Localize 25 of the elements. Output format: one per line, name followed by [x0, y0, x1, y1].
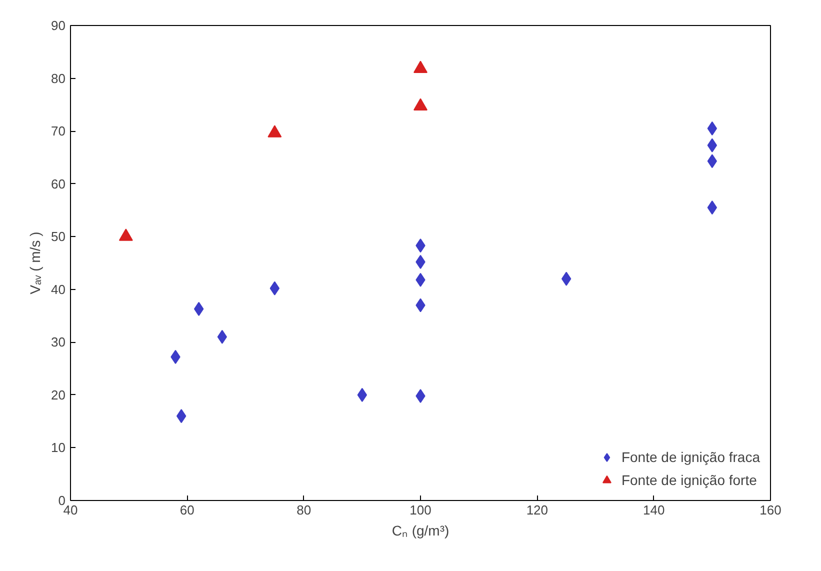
y-tick-label: 40 [51, 282, 66, 297]
y-tick-label: 20 [51, 387, 66, 402]
y-tick-label: 90 [51, 18, 66, 33]
point [414, 98, 428, 111]
y-tick-label: 60 [51, 176, 66, 192]
x-tick-label: 120 [526, 502, 548, 518]
x-tick-label: 60 [180, 502, 194, 518]
y-tick-label: 0 [58, 493, 66, 508]
legend-label: Fonte de ignição forte [621, 472, 757, 488]
x-tick-label: 140 [642, 502, 665, 518]
point [416, 389, 426, 403]
point [268, 125, 282, 138]
point [414, 60, 428, 74]
y-tick-label: 70 [51, 124, 66, 139]
x-axis-title: Cₙ (g/m³) [392, 522, 450, 538]
y-axis-title: Vₐᵥ ( m/s ) [27, 232, 44, 294]
point [118, 228, 133, 241]
y-tick-label: 30 [51, 334, 66, 350]
y-tick-label: 80 [51, 70, 66, 86]
y-tick-label: 10 [51, 440, 66, 456]
x-tick-label: 100 [410, 502, 432, 518]
y-tick-label: 50 [51, 229, 66, 244]
x-tick-label: 80 [296, 502, 312, 518]
legend-label: Fonte de ignição fraca [621, 449, 760, 465]
x-tick-label: 160 [760, 502, 782, 518]
